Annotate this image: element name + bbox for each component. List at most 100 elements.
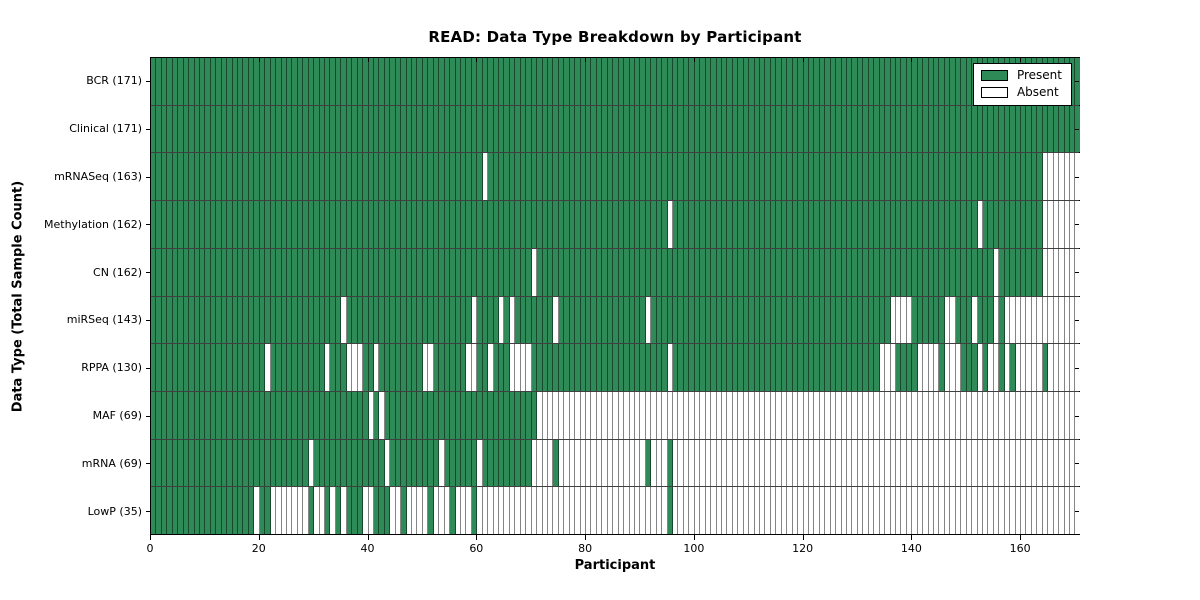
cell-MAF-4: [172, 391, 179, 439]
cell-Clinical-34: [335, 105, 342, 153]
cell-mRNA-70: [531, 439, 538, 487]
cell-Clinical-27: [297, 105, 304, 153]
cell-MAF-98: [683, 391, 690, 439]
cell-mRNASeq-18: [248, 153, 255, 201]
cell-BCR-35: [341, 58, 347, 105]
cell-MAF-18: [248, 391, 255, 439]
cell-CN-112: [760, 248, 766, 296]
cell-BCR-85: [613, 58, 619, 105]
cell-miRSeq-142: [923, 296, 929, 344]
cell-mRNASeq-35: [341, 153, 347, 201]
cell-LowP-66: [509, 487, 516, 535]
cell-Clinical-37: [352, 105, 358, 153]
y-tick-mark: [1075, 319, 1079, 321]
cell-BCR-64: [499, 58, 505, 105]
cell-LowP-102: [705, 487, 712, 535]
cell-mRNASeq-76: [564, 153, 570, 201]
cell-Clinical-51: [428, 105, 434, 153]
cell-miRSeq-18: [248, 296, 255, 344]
cell-mRNA-66: [509, 439, 516, 487]
cell-Clinical-159: [1015, 105, 1021, 153]
cell-mRNA-152: [977, 439, 983, 487]
cell-Clinical-130: [857, 105, 864, 153]
cell-LowP-62: [488, 487, 494, 535]
cell-mRNASeq-59: [471, 153, 478, 201]
cell-CN-37: [352, 248, 358, 296]
cell-RPPA-81: [591, 344, 597, 391]
x-tick-label-40: 40: [360, 542, 375, 555]
cell-mRNASeq-84: [607, 153, 614, 201]
cell-MAF-156: [999, 391, 1005, 439]
cell-Methylation-164: [1042, 201, 1049, 248]
cell-Methylation-73: [547, 201, 554, 248]
cell-mRNA-77: [569, 439, 576, 487]
cell-mRNASeq-39: [363, 153, 369, 201]
cell-LowP-38: [357, 487, 364, 535]
y-tick-mark: [146, 224, 150, 226]
cell-Methylation-72: [542, 201, 548, 248]
cell-miRSeq-51: [428, 296, 434, 344]
cell-RPPA-117: [787, 344, 793, 391]
cell-MAF-132: [868, 391, 875, 439]
cell-RPPA-21: [265, 344, 271, 391]
cell-RPPA-74: [553, 344, 559, 391]
x-tick-label-120: 120: [792, 542, 814, 555]
cell-BCR-88: [629, 58, 635, 105]
cell-Clinical-95: [667, 105, 673, 153]
cell-miRSeq-77: [569, 296, 576, 344]
cell-LowP-130: [857, 487, 864, 535]
cell-Methylation-128: [847, 201, 853, 248]
cell-RPPA-105: [721, 344, 728, 391]
y-tick-mark: [1075, 176, 1079, 178]
cell-RPPA-91: [645, 344, 652, 391]
cell-CN-36: [346, 248, 353, 296]
cell-mRNASeq-34: [335, 153, 342, 201]
cell-BCR-33: [330, 58, 336, 105]
cell-RPPA-123: [819, 344, 826, 391]
cell-mRNA-61: [482, 439, 489, 487]
cell-RPPA-124: [825, 344, 831, 391]
cell-miRSeq-12: [216, 296, 222, 344]
cell-MAF-151: [972, 391, 978, 439]
cell-CN-16: [238, 248, 244, 296]
cell-mRNA-49: [417, 439, 423, 487]
cell-RPPA-96: [673, 344, 679, 391]
cell-Methylation-138: [901, 201, 907, 248]
cell-Methylation-38: [357, 201, 364, 248]
cell-mRNASeq-126: [836, 153, 842, 201]
cell-CN-124: [825, 248, 831, 296]
cell-BCR-97: [678, 58, 684, 105]
cell-Clinical-146: [944, 105, 951, 153]
cell-Methylation-77: [569, 201, 576, 248]
cell-Clinical-49: [417, 105, 423, 153]
cell-Clinical-30: [314, 105, 320, 153]
cell-Methylation-71: [537, 201, 543, 248]
plot-area: Present Absent: [150, 57, 1080, 535]
cell-Methylation-141: [917, 201, 924, 248]
cell-mRNA-128: [847, 439, 853, 487]
cell-CN-4: [172, 248, 179, 296]
cell-Clinical-64: [499, 105, 505, 153]
cell-miRSeq-120: [803, 296, 809, 344]
cell-CN-162: [1031, 248, 1038, 296]
cell-LowP-143: [928, 487, 934, 535]
cell-miRSeq-38: [357, 296, 364, 344]
cell-miRSeq-107: [732, 296, 739, 344]
cell-miRSeq-37: [352, 296, 358, 344]
cell-CN-83: [602, 248, 608, 296]
cell-LowP-1: [156, 487, 162, 535]
cell-RPPA-87: [624, 344, 630, 391]
cell-CN-9: [199, 248, 206, 296]
cell-LowP-29: [308, 487, 315, 535]
x-tick-mark: [802, 535, 804, 540]
cell-LowP-34: [335, 487, 342, 535]
cell-MAF-87: [624, 391, 630, 439]
cell-Methylation-35: [341, 201, 347, 248]
cell-BCR-137: [895, 58, 902, 105]
cell-mRNASeq-50: [422, 153, 429, 201]
cell-RPPA-54: [444, 344, 451, 391]
cell-Clinical-1: [156, 105, 162, 153]
cell-CN-88: [629, 248, 635, 296]
cell-RPPA-37: [352, 344, 358, 391]
cell-CN-51: [428, 248, 434, 296]
